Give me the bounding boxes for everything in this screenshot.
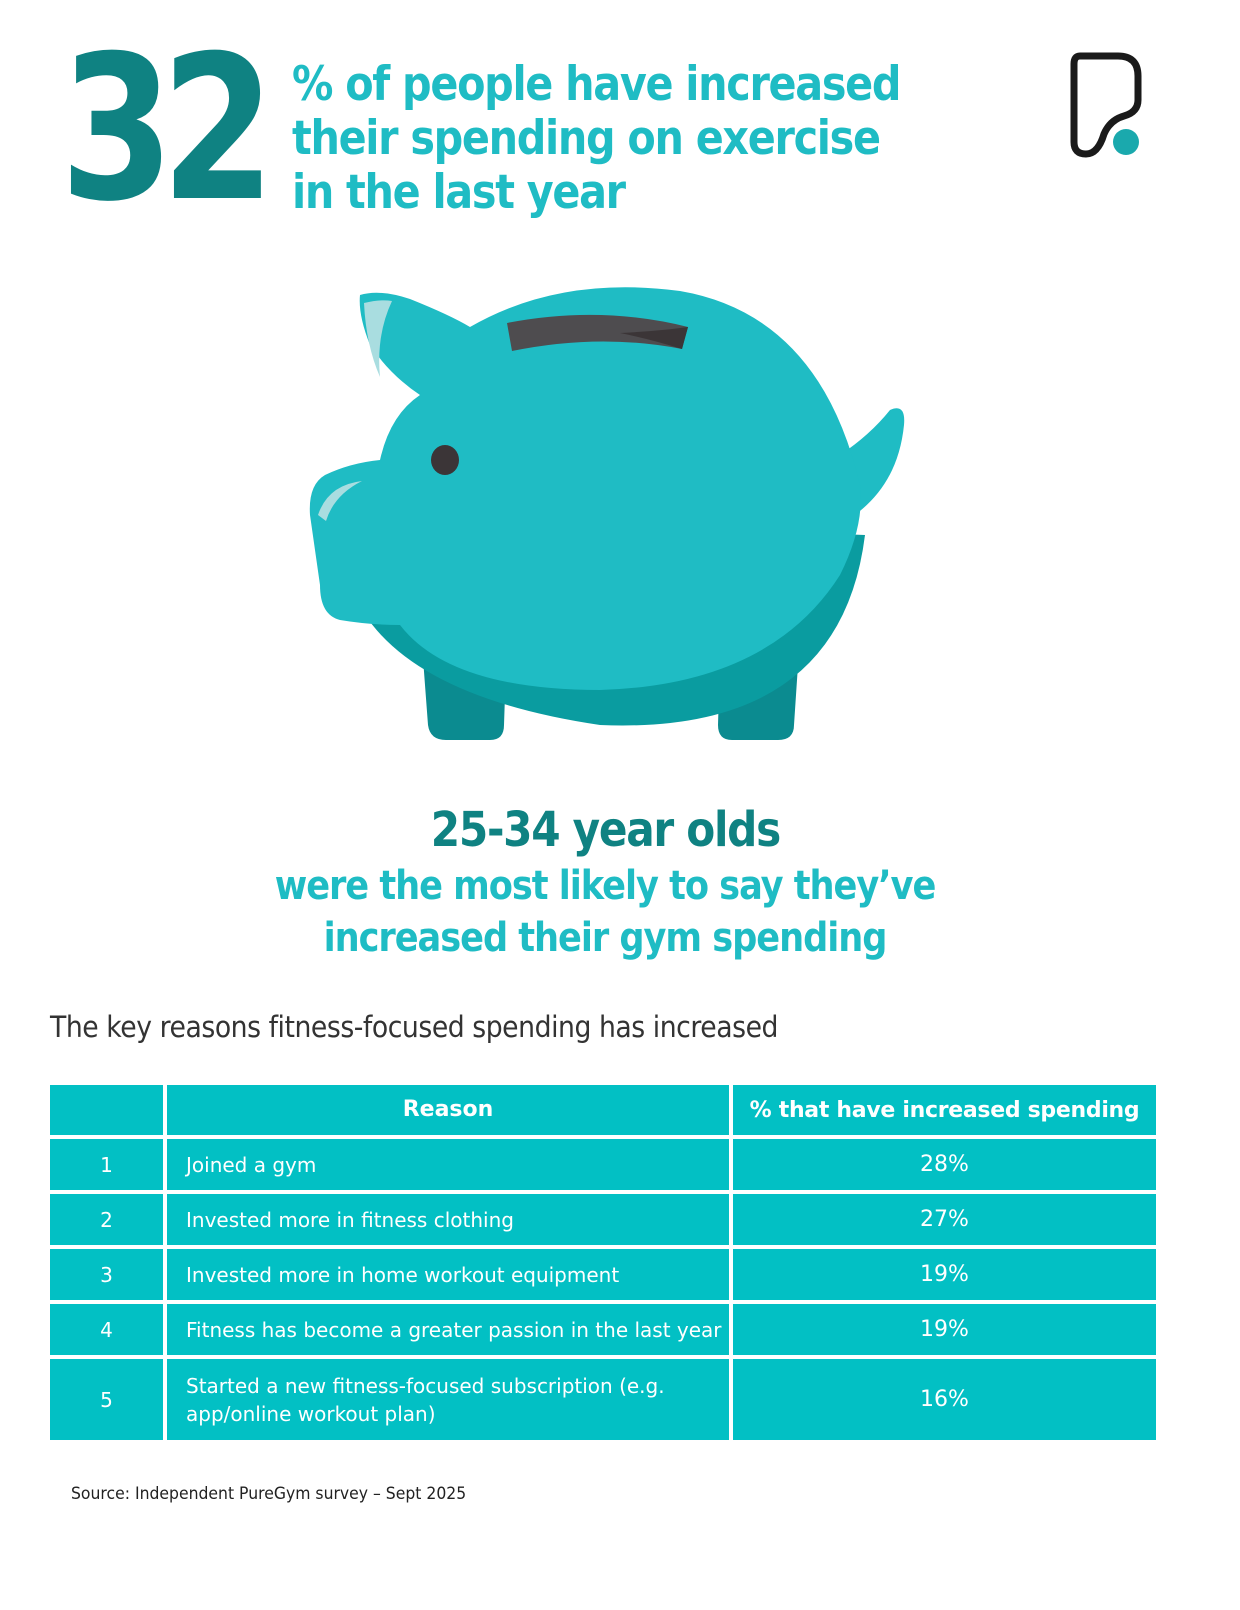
reason-text-line: app/online workout plan) bbox=[186, 1401, 436, 1426]
percent-cell: 19% bbox=[733, 1249, 1156, 1300]
percent-value: 19% bbox=[920, 1317, 969, 1342]
puregym-p-logo-icon bbox=[1066, 48, 1146, 160]
table-row: 2 Invested more in fitness clothing 27% bbox=[50, 1194, 1156, 1245]
table-header-row: Reason % that have increased spending bbox=[50, 1085, 1156, 1135]
table-row: 3 Invested more in home workout equipmen… bbox=[50, 1249, 1156, 1300]
hero-stat: 32 % of people have increased their spen… bbox=[60, 13, 960, 246]
percent-value: 19% bbox=[920, 1262, 969, 1287]
table-row: 4 Fitness has become a greater passion i… bbox=[50, 1304, 1156, 1355]
hero-caption-line: % of people have increased bbox=[292, 57, 901, 112]
table-row: 5 Started a new fitness-focused subscrip… bbox=[50, 1359, 1156, 1440]
rank-cell: 1 bbox=[50, 1139, 163, 1190]
table-header-percent: % that have increased spending bbox=[733, 1085, 1156, 1135]
percent-value: 16% bbox=[920, 1387, 969, 1412]
reason-text: Joined a gym bbox=[186, 1152, 317, 1177]
piggy-bank-icon bbox=[300, 285, 910, 750]
reason-cell: Invested more in home workout equipment bbox=[167, 1249, 729, 1300]
hero-number: 32 bbox=[60, 13, 275, 246]
hero-caption-line: in the last year bbox=[292, 165, 626, 220]
section-title: The key reasons fitness-focused spending… bbox=[50, 1010, 779, 1044]
source-note: Source: Independent PureGym survey – Sep… bbox=[71, 1484, 467, 1504]
rank-cell: 5 bbox=[50, 1359, 163, 1440]
table-header-reason: Reason bbox=[167, 1085, 729, 1135]
percent-cell: 16% bbox=[733, 1359, 1156, 1440]
table-body: 1 Joined a gym 28% 2 Invested more in fi… bbox=[50, 1139, 1156, 1440]
reason-text-line: Started a new fitness-focused subscripti… bbox=[186, 1373, 665, 1398]
hero-caption-line: their spending on exercise bbox=[292, 111, 881, 166]
table-row: 1 Joined a gym 28% bbox=[50, 1139, 1156, 1190]
table-header-rank bbox=[50, 1085, 163, 1135]
age-callout-subtitle-line: were the most likely to say they’ve bbox=[274, 863, 937, 909]
rank-cell: 3 bbox=[50, 1249, 163, 1300]
percent-value: 28% bbox=[920, 1152, 969, 1177]
rank-cell: 4 bbox=[50, 1304, 163, 1355]
percent-cell: 27% bbox=[733, 1194, 1156, 1245]
table-header: Reason % that have increased spending bbox=[50, 1085, 1156, 1135]
reason-cell: Joined a gym bbox=[167, 1139, 729, 1190]
reason-text: Invested more in fitness clothing bbox=[186, 1207, 514, 1232]
reasons-table: Reason % that have increased spending 1 … bbox=[50, 1085, 1156, 1444]
age-callout: 25-34 year olds were the most likely to … bbox=[0, 800, 1210, 964]
age-callout-title: 25-34 year olds bbox=[430, 802, 780, 858]
reason-text: Fitness has become a greater passion in … bbox=[186, 1317, 722, 1342]
reason-cell: Fitness has become a greater passion in … bbox=[167, 1304, 729, 1355]
reason-cell: Started a new fitness-focused subscripti… bbox=[167, 1359, 729, 1440]
reason-text: Invested more in home workout equipment bbox=[186, 1262, 620, 1287]
age-callout-subtitle-line: increased their gym spending bbox=[323, 915, 888, 961]
percent-cell: 28% bbox=[733, 1139, 1156, 1190]
rank-cell: 2 bbox=[50, 1194, 163, 1245]
hero-caption: % of people have increased their spendin… bbox=[292, 57, 901, 220]
percent-cell: 19% bbox=[733, 1304, 1156, 1355]
reason-cell: Invested more in fitness clothing bbox=[167, 1194, 729, 1245]
percent-value: 27% bbox=[920, 1207, 969, 1232]
